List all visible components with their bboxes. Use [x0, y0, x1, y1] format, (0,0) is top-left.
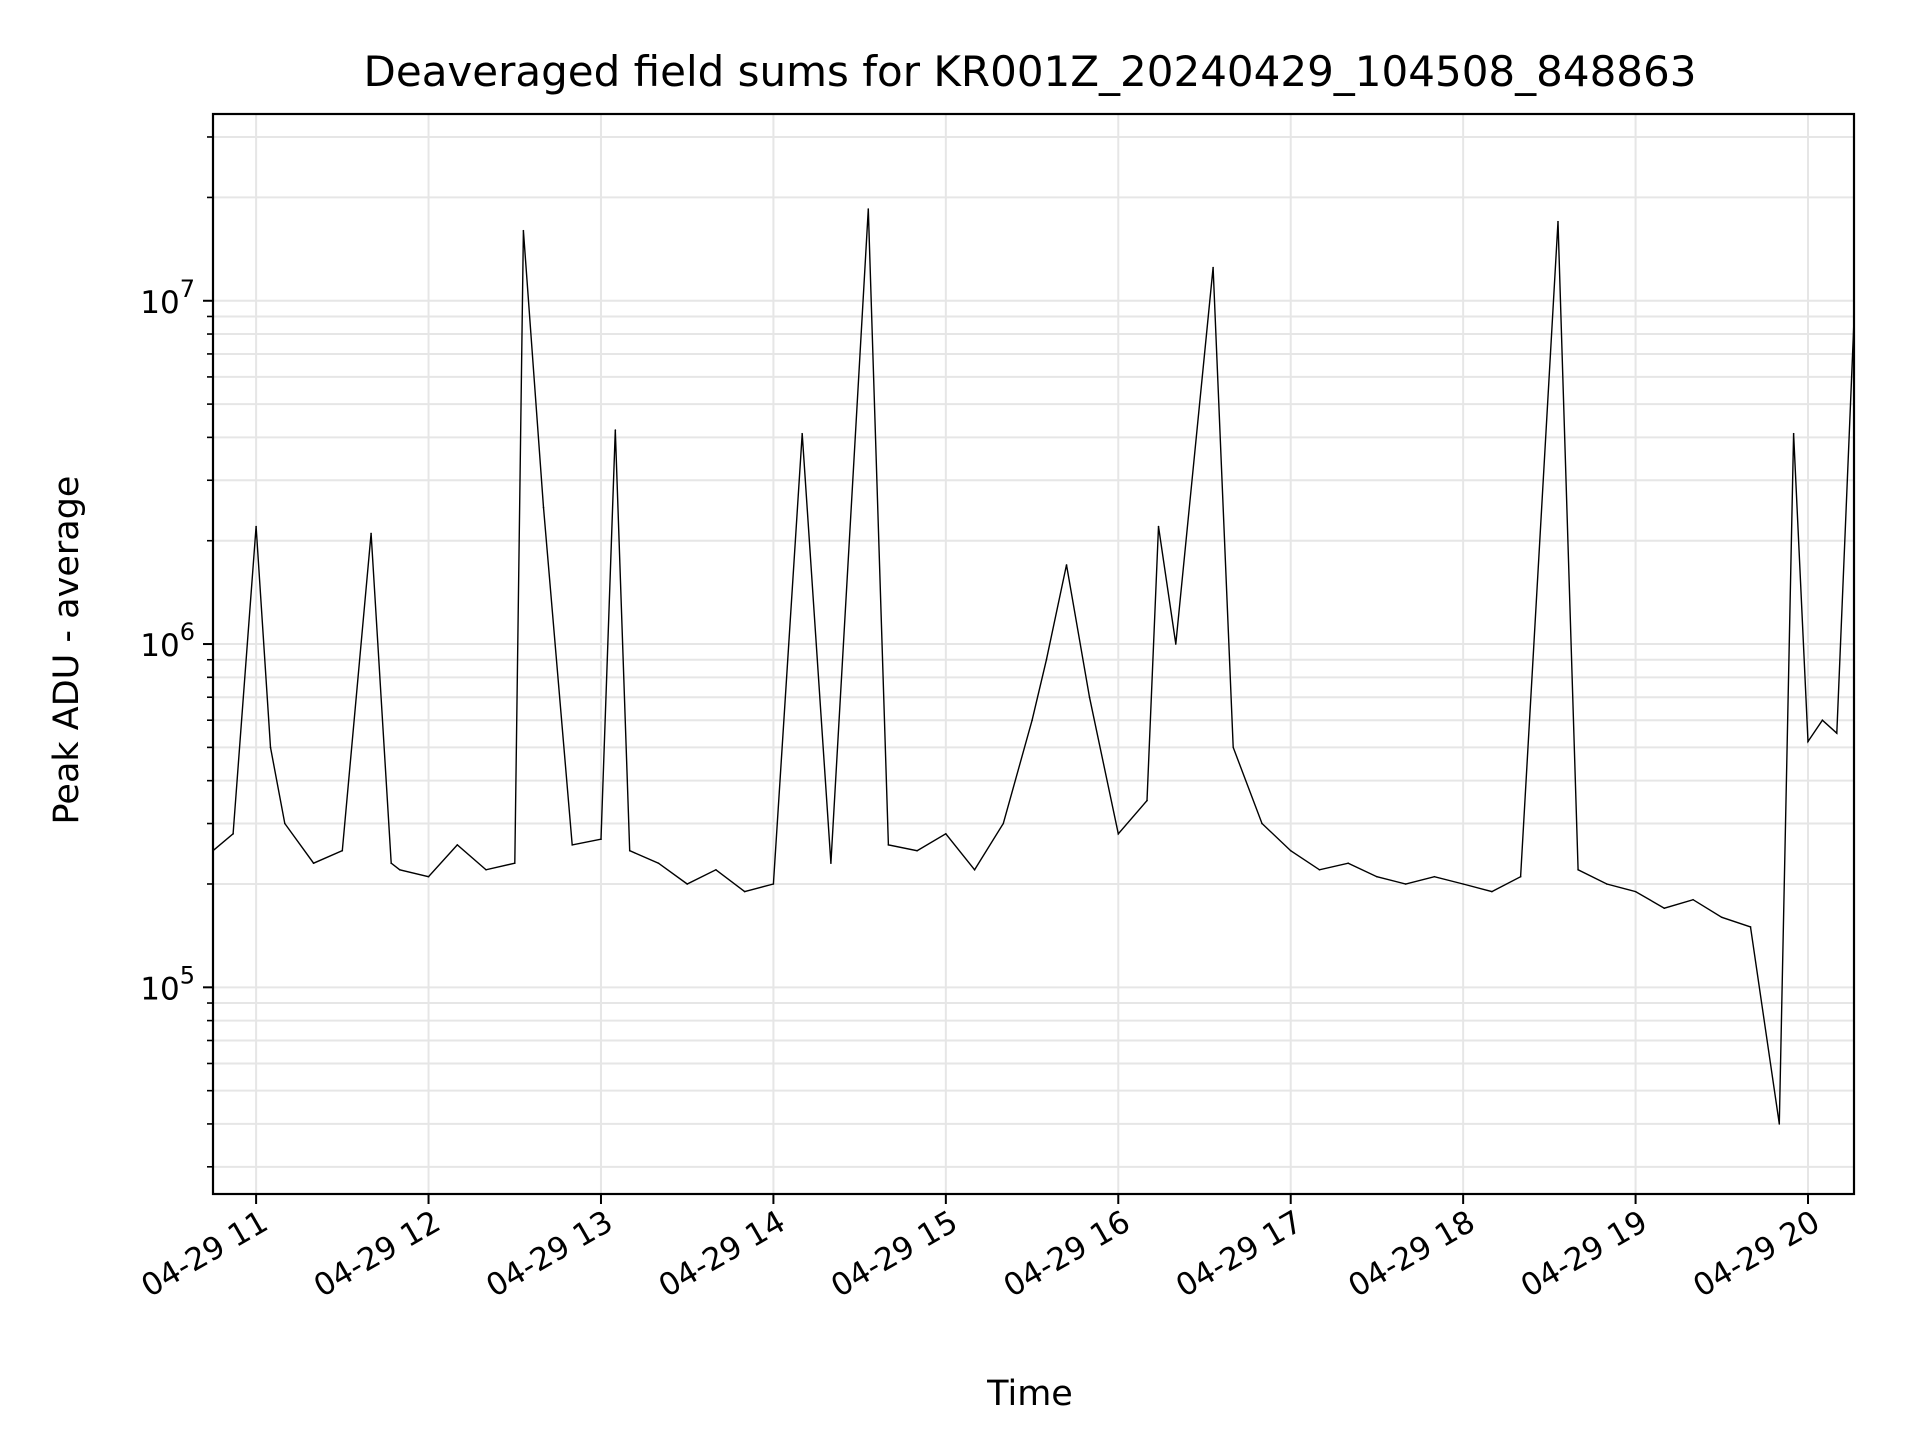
data-point [1557, 220, 1559, 223]
x-axis-label: Time [986, 1374, 1073, 1414]
data-point [887, 844, 890, 846]
data-point [1462, 883, 1464, 885]
data-point [284, 822, 286, 825]
data-point [1045, 658, 1048, 661]
data-point [1835, 732, 1838, 734]
data-point [614, 429, 617, 431]
data-point [513, 862, 516, 864]
data-point [399, 868, 401, 871]
data-point [1031, 719, 1033, 722]
data-point [600, 838, 602, 841]
y-tick-label: 105 [140, 961, 195, 1007]
data-point [1721, 916, 1723, 919]
data-point [945, 833, 947, 835]
data-point [1318, 868, 1321, 871]
data-point [1065, 564, 1068, 566]
data-point [1088, 696, 1091, 699]
data-point [973, 868, 976, 871]
data-point [1002, 822, 1005, 825]
data-point [743, 890, 746, 893]
y-tick-label: 107 [140, 275, 195, 321]
data-point [1376, 875, 1378, 878]
grid-layer [213, 114, 1854, 1194]
data-point [1821, 719, 1824, 722]
data-point [1749, 926, 1752, 928]
data-point [867, 208, 870, 210]
data-point [1347, 862, 1349, 864]
data-point [715, 868, 717, 871]
data-point [1146, 799, 1148, 802]
data-point [1778, 1123, 1781, 1125]
data-point [456, 844, 459, 846]
data-point [571, 844, 574, 846]
data-point [1289, 849, 1292, 852]
data-point [1157, 525, 1160, 528]
data-point [1212, 266, 1214, 269]
data-point [1433, 875, 1436, 878]
data-point [1174, 643, 1177, 645]
data-point [1792, 432, 1795, 435]
data-point [916, 849, 918, 852]
data-point [269, 746, 272, 749]
plot-frame [211, 112, 1856, 1196]
data-point [1663, 907, 1666, 910]
data-point [801, 432, 803, 435]
data-point [312, 862, 315, 864]
data-point [232, 833, 234, 835]
y-axis-label: Peak ADU - average [47, 476, 87, 825]
data-point [657, 862, 660, 864]
data-point [1519, 875, 1522, 878]
data-point [1261, 822, 1263, 825]
data-point [1232, 746, 1235, 749]
data-point [686, 883, 688, 885]
data-point [1634, 890, 1637, 893]
data-point [830, 862, 832, 864]
data-point [370, 532, 372, 535]
data-point [390, 862, 392, 864]
data-point [522, 229, 525, 232]
chart-title: Deaveraged field sums for KR001Z_2024042… [364, 47, 1697, 96]
data-point [427, 875, 430, 878]
data-point [1577, 868, 1579, 871]
data-point [1606, 883, 1608, 885]
data-point [542, 506, 545, 509]
data-point [1117, 833, 1120, 835]
data-point [1692, 898, 1694, 901]
data-point [1491, 890, 1493, 893]
data-point [1807, 740, 1809, 743]
data-point [1404, 883, 1407, 885]
y-tick-label: 106 [140, 618, 195, 664]
data-point [628, 849, 631, 852]
series-layer [212, 208, 1855, 1125]
data-point [772, 883, 775, 885]
data-point [255, 525, 257, 528]
data-point [341, 849, 344, 852]
data-point [485, 868, 487, 871]
